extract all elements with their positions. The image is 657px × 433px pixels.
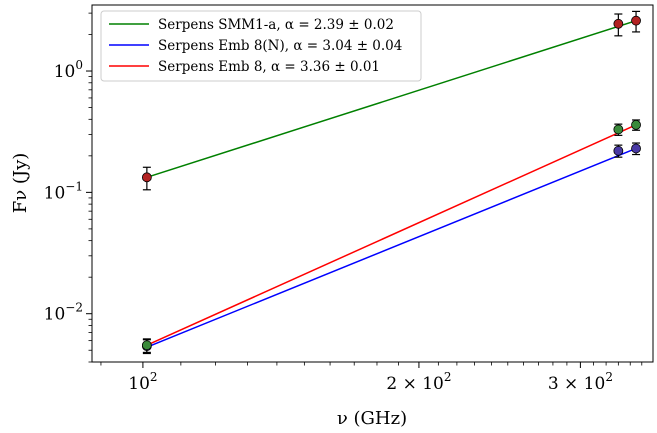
- data-point-0-1: [613, 18, 624, 29]
- legend-entry-0: Serpens SMM1-a, α = 2.39 ± 0.02: [158, 17, 394, 33]
- y-tick-label-2: 100: [54, 58, 83, 82]
- x-tick-label-0: 102: [128, 370, 157, 394]
- fit-line-0: [146, 19, 637, 179]
- x-axis-label: ν (GHz): [337, 408, 407, 429]
- y-axis-ticks: 10−2 10−1 100: [44, 12, 92, 363]
- x-axis-ticks: 102 2 × 102 3 × 102: [100, 362, 643, 394]
- data-point-0-0: [141, 172, 152, 183]
- legend-frame: [100, 10, 422, 82]
- fit-line-1: [146, 147, 637, 348]
- series-layer: [141, 10, 641, 355]
- x-tick-label-2: 3 × 102: [548, 370, 613, 394]
- data-point-0-2: [631, 15, 641, 26]
- y-tick-label-1: 10−1: [44, 179, 83, 203]
- data-point-1-1: [613, 145, 624, 156]
- y-tick-label-0: 10−2: [44, 301, 83, 325]
- plot-frame: [91, 4, 654, 363]
- data-point-2-0: [141, 340, 152, 351]
- fit-line-2: [146, 124, 637, 346]
- data-point-1-2: [631, 143, 641, 154]
- legend: Serpens SMM1-a, α = 2.39 ± 0.02 Serpens E…: [100, 10, 422, 82]
- legend-entry-2: Serpens Emb 8, α = 3.36 ± 0.01: [158, 59, 380, 75]
- legend-entry-1: Serpens Emb 8(N), α = 3.04 ± 0.04: [158, 38, 402, 54]
- y-axis-label: Fν (Jy): [10, 153, 31, 214]
- data-point-2-2: [631, 119, 641, 130]
- x-tick-label-1: 2 × 102: [386, 370, 451, 394]
- data-point-2-1: [613, 124, 624, 135]
